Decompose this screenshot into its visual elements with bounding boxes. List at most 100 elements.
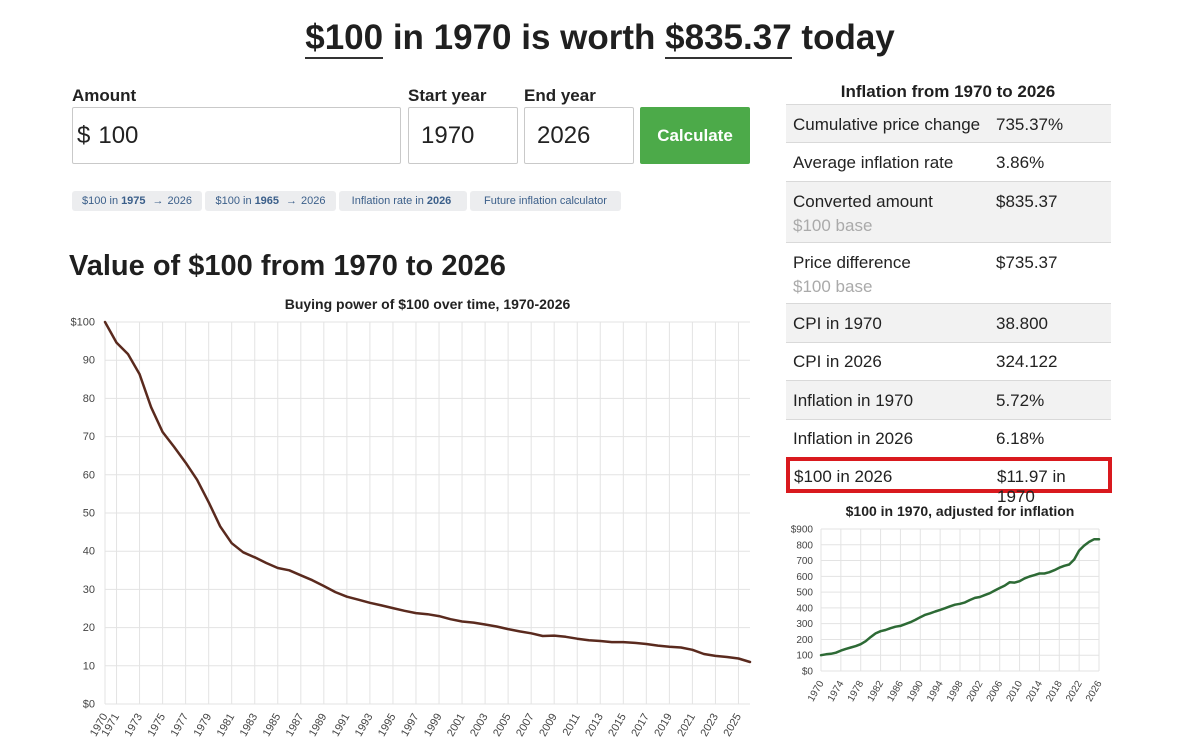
y-tick-label: $100 xyxy=(71,317,95,329)
x-tick-label: 1974 xyxy=(826,679,847,704)
x-tick-label: 1985 xyxy=(261,712,284,739)
row-value: 38.800 xyxy=(996,314,1048,333)
row-value: $835.37 xyxy=(996,192,1058,211)
x-tick-label: 2007 xyxy=(514,712,537,739)
x-tick-label: 1978 xyxy=(846,679,867,704)
table-row: Price difference $100 base $735.37 xyxy=(786,242,1111,303)
chip-end-year: 2026 xyxy=(167,195,193,207)
row-label: Inflation in 2026 xyxy=(793,429,914,448)
chip-inflation-rate[interactable]: Inflation rate in 2026 xyxy=(339,191,467,211)
start-year-input[interactable]: 1970 xyxy=(408,107,518,164)
x-tick-label: 1970 xyxy=(806,679,827,704)
x-tick-label: 1986 xyxy=(885,679,906,704)
start-year-label: Start year xyxy=(408,86,487,105)
table-row: Average inflation rate 3.86% xyxy=(786,142,1111,181)
row-label-text: Price difference xyxy=(793,253,911,272)
x-tick-label: 2015 xyxy=(606,712,629,739)
y-tick-label: 400 xyxy=(796,603,813,614)
chip-100-in-1965[interactable]: $100 in 1965 → 2026 xyxy=(205,191,336,211)
y-tick-label: $0 xyxy=(802,667,814,678)
x-tick-label: 2014 xyxy=(1024,679,1045,704)
x-tick-label: 2003 xyxy=(468,712,491,739)
table-row: Cumulative price change 735.37% xyxy=(786,104,1111,142)
x-tick-label: 1979 xyxy=(192,712,215,739)
y-tick-label: 60 xyxy=(83,469,95,481)
y-tick-label: 70 xyxy=(83,431,95,443)
arrow-right-icon: → xyxy=(286,195,298,207)
x-tick-label: 2002 xyxy=(965,679,986,704)
y-tick-label: 30 xyxy=(83,584,95,596)
x-tick-label: 2025 xyxy=(721,712,744,739)
calculate-button[interactable]: Calculate xyxy=(640,107,750,164)
row-label: Cumulative price change xyxy=(793,115,981,134)
amount-field[interactable]: $ 100 xyxy=(72,107,401,164)
x-tick-label: 1997 xyxy=(399,712,422,739)
chip-100-in-1975[interactable]: $100 in 1975 → 2026 xyxy=(72,191,202,211)
y-tick-label: 20 xyxy=(83,622,95,634)
amount-label: Amount xyxy=(72,86,137,105)
chip-future-inflation[interactable]: Future inflation calculator xyxy=(470,191,621,211)
chart-title: $100 in 1970, adjusted for inflation xyxy=(846,503,1075,519)
arrow-right-icon: → xyxy=(152,195,164,207)
buying-power-chart: Buying power of $100 over time, 1970-202… xyxy=(71,296,752,739)
x-tick-label: 2018 xyxy=(1044,679,1065,704)
x-tick-label: 2011 xyxy=(561,712,583,738)
row-label-text: Converted amount xyxy=(793,192,933,211)
x-tick-label: 2022 xyxy=(1064,679,1085,704)
x-tick-label: 1998 xyxy=(945,679,966,704)
table-row: Inflation in 1970 5.72% xyxy=(786,380,1111,419)
series-line xyxy=(103,320,752,664)
end-year-label: End year xyxy=(524,86,596,105)
x-tick-label: 1995 xyxy=(376,712,399,739)
end-year-input[interactable]: 2026 xyxy=(524,107,634,164)
table-title: Inflation from 1970 to 2026 xyxy=(840,82,1056,101)
row-value: $735.37 xyxy=(996,253,1058,272)
chip-text: Inflation rate in xyxy=(351,195,424,207)
row-label: Inflation in 1970 xyxy=(793,391,914,410)
page-headline: $100 in 1970 is worth $835.37 today xyxy=(0,18,1200,59)
chip-text: $100 in xyxy=(81,195,119,207)
x-tick-label: 1973 xyxy=(123,712,146,739)
row-value: 324.122 xyxy=(996,352,1058,371)
y-tick-label: 10 xyxy=(83,660,95,672)
x-tick-label: 2001 xyxy=(445,712,468,739)
x-tick-label: 2026 xyxy=(1084,679,1105,704)
x-tick-label: 2019 xyxy=(652,712,675,739)
chip-year: 2026 xyxy=(426,195,452,207)
row-value: 3.86% xyxy=(996,153,1045,172)
headline-worth: $835.37 xyxy=(665,18,792,59)
table-row: Inflation in 2026 6.18% xyxy=(786,419,1111,457)
chip-year: 1965 xyxy=(254,195,280,207)
headline-mid: in 1970 is worth xyxy=(383,18,666,57)
x-tick-label: 1981 xyxy=(215,712,238,739)
x-tick-label: 1993 xyxy=(353,712,376,739)
x-tick-label: 2009 xyxy=(537,712,560,739)
row-label: CPI in 2026 xyxy=(793,352,882,371)
x-tick-label: 2005 xyxy=(491,712,514,739)
x-tick-label: 1975 xyxy=(146,712,169,739)
x-tick-label: 1977 xyxy=(169,712,192,739)
y-tick-label: $900 xyxy=(791,525,814,536)
chip-text: Future inflation calculator xyxy=(484,195,607,207)
table-row: Converted amount $100 base $835.37 xyxy=(786,181,1111,242)
adjusted-value-chart: $100 in 1970, adjusted for inflation $0 10… xyxy=(791,503,1105,704)
x-tick-label: 1990 xyxy=(905,679,926,704)
amount-input-value[interactable]: 100 xyxy=(98,121,139,149)
y-tick-label: 80 xyxy=(83,393,95,405)
y-tick-label: $0 xyxy=(83,699,95,711)
row-label: $100 in 2026 xyxy=(794,467,893,486)
y-tick-label: 300 xyxy=(796,619,813,630)
row-label: Price difference $100 base xyxy=(793,253,911,297)
chip-end-year: 2026 xyxy=(301,195,326,207)
x-tick-label: 2017 xyxy=(629,712,652,739)
table-row: CPI in 2026 324.122 xyxy=(786,342,1111,380)
chart-title: Buying power of $100 over time, 1970-202… xyxy=(285,296,571,312)
y-tick-label: 800 xyxy=(796,540,813,551)
x-tick-label: 1991 xyxy=(330,712,353,739)
row-value: 735.37% xyxy=(996,115,1064,134)
y-tick-label: 90 xyxy=(83,355,95,367)
headline-amount: $100 xyxy=(305,18,384,59)
row-label: Converted amount $100 base xyxy=(793,192,933,236)
x-tick-label: 1982 xyxy=(866,679,887,704)
y-tick-label: 700 xyxy=(796,556,813,567)
